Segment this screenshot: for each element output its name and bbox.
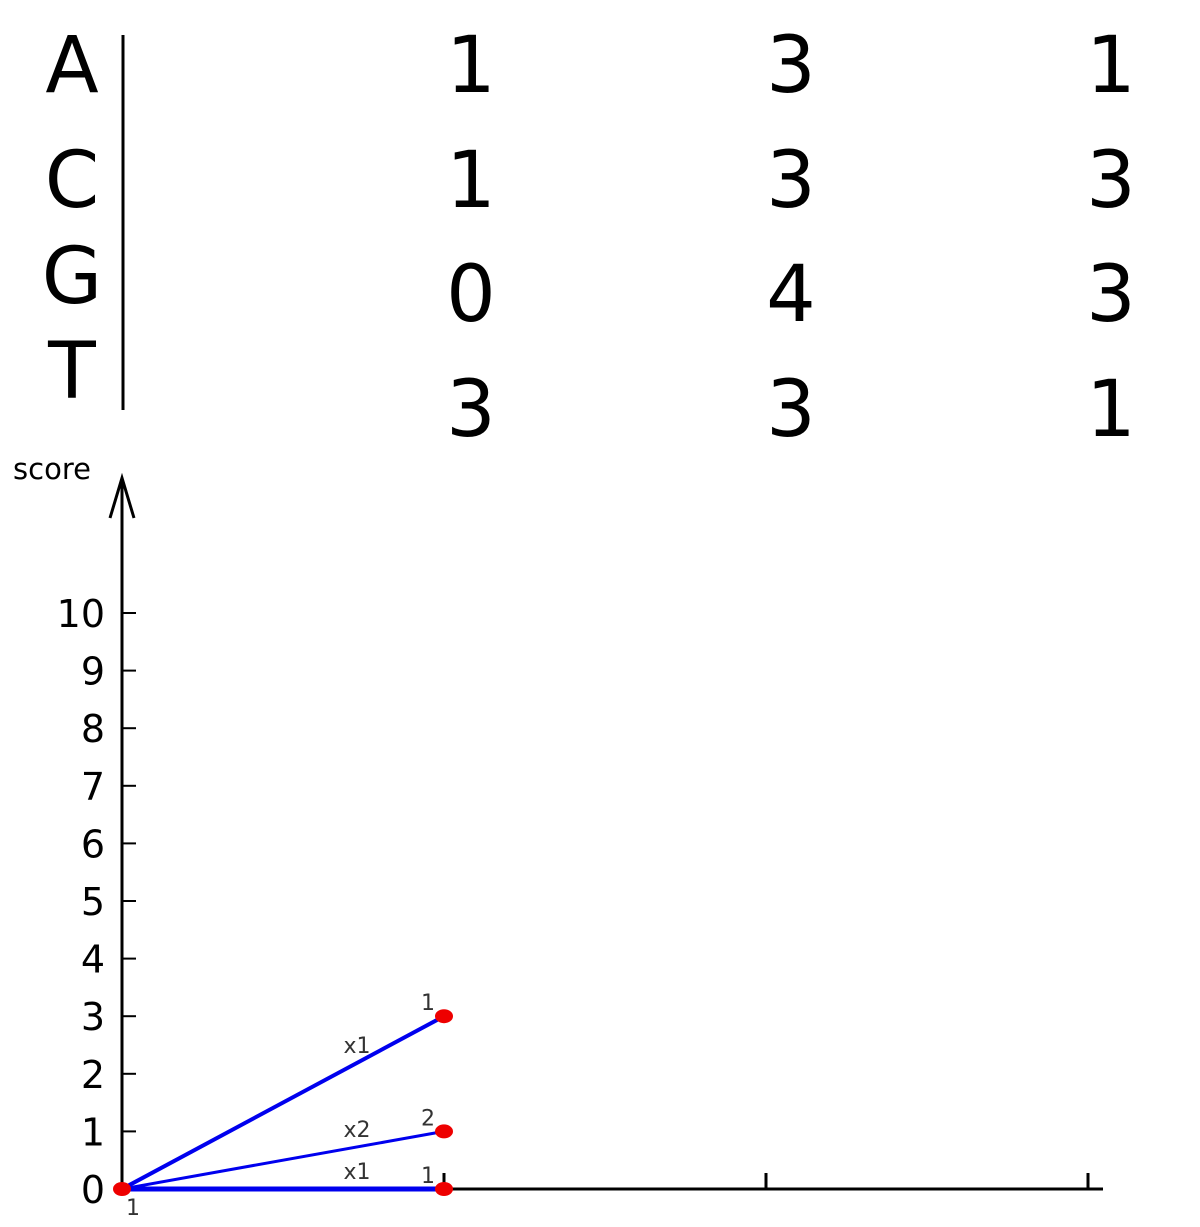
cell-t-1: 3 (446, 365, 496, 455)
y-tick-label: 10 (57, 592, 105, 636)
score-node (435, 1124, 453, 1139)
edge-label: x2 (344, 1118, 371, 1143)
y-tick-label: 7 (81, 765, 105, 809)
cell-c-2: 3 (766, 136, 816, 226)
y-axis-label: score (13, 452, 91, 486)
score-node (113, 1182, 131, 1196)
cell-a-2: 3 (766, 21, 816, 111)
y-axis-arrowhead (108, 472, 136, 519)
matrix-row-a: A 1 3 1 (45, 21, 1136, 111)
cell-t-2: 3 (766, 365, 816, 455)
node-labels: 1 1 2 1 (126, 991, 435, 1221)
cell-c-1: 1 (446, 136, 496, 226)
cell-g-1: 0 (446, 250, 496, 340)
cell-c-3: 3 (1086, 136, 1136, 226)
row-letter-g: G (42, 232, 102, 322)
node-count-label: 2 (421, 1106, 435, 1131)
y-tick-label: 5 (81, 880, 105, 924)
node-count-label: 1 (126, 1196, 140, 1221)
edges (121, 1014, 445, 1192)
x-ticks (442, 1173, 1090, 1189)
cell-g-3: 3 (1086, 250, 1136, 340)
edge-line (121, 1129, 445, 1191)
cell-g-2: 4 (766, 250, 816, 340)
row-letter-t: T (47, 327, 96, 417)
row-letter-c: C (45, 136, 99, 226)
node-count-label: 1 (421, 991, 435, 1016)
cell-t-3: 1 (1086, 365, 1136, 455)
y-tick-label: 1 (81, 1110, 105, 1154)
y-ticks: 0 1 2 3 4 5 6 7 8 9 10 (57, 592, 136, 1212)
count-matrix: A 1 3 1 C 1 3 3 G 0 4 3 T 3 3 1 (42, 21, 1136, 455)
edge-label: x1 (344, 1034, 371, 1059)
matrix-row-g: G 0 4 3 (42, 232, 1136, 340)
y-tick-label: 6 (81, 822, 105, 866)
nodes (113, 1009, 453, 1196)
node-count-label: 1 (421, 1164, 435, 1189)
edge-labels: x1 x2 x1 (344, 1034, 371, 1185)
cell-a-1: 1 (446, 21, 496, 111)
score-node (435, 1182, 453, 1196)
y-tick-label: 9 (81, 650, 105, 694)
edge-line (121, 1014, 445, 1191)
matrix-row-t: T 3 3 1 (47, 327, 1136, 455)
matrix-row-c: C 1 3 3 (45, 136, 1136, 226)
y-tick-label: 4 (81, 938, 105, 982)
score-node (435, 1009, 453, 1024)
cell-a-3: 1 (1086, 21, 1136, 111)
y-tick-label: 0 (81, 1168, 105, 1212)
row-letter-a: A (45, 21, 98, 111)
y-tick-label: 2 (81, 1053, 105, 1097)
y-tick-label: 3 (81, 995, 105, 1039)
edge-label: x1 (344, 1160, 371, 1185)
y-tick-label: 8 (81, 707, 105, 751)
